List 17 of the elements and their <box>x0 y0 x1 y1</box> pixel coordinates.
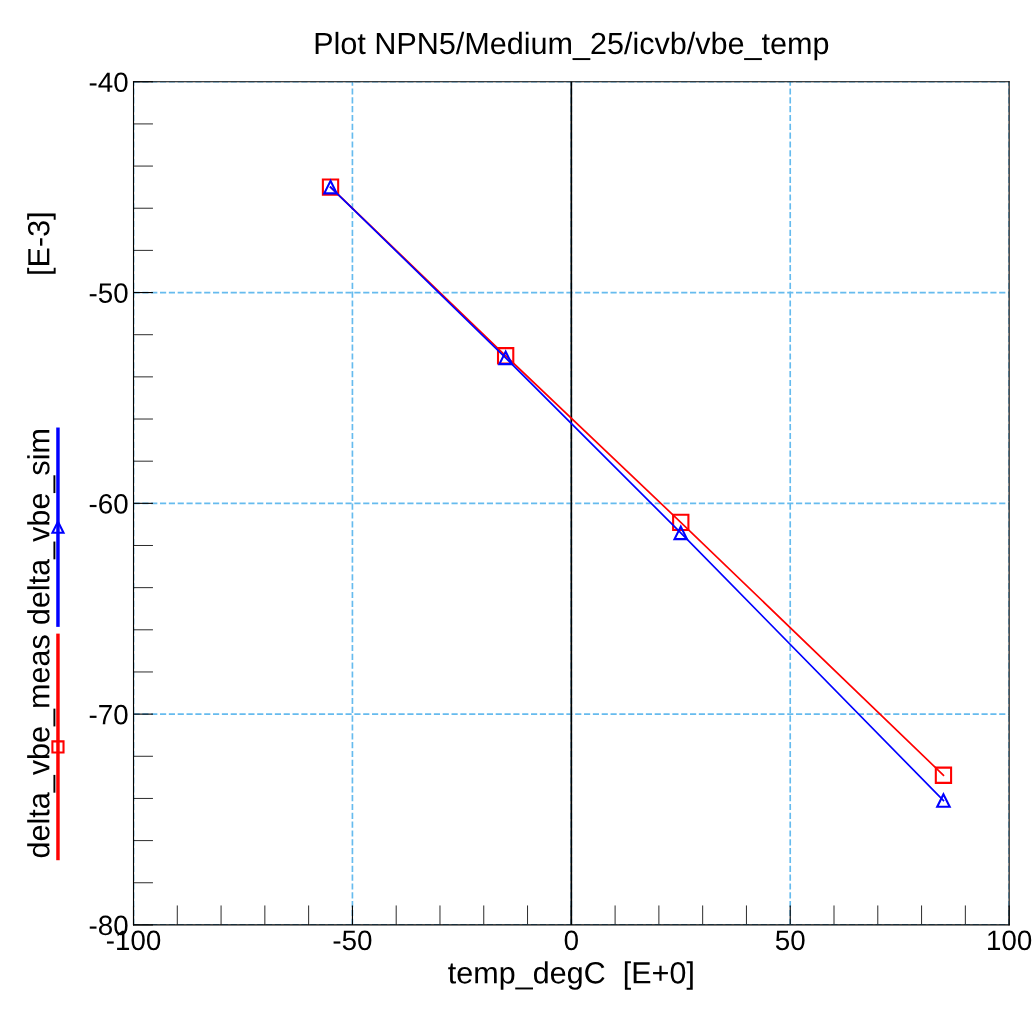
point <box>936 793 951 808</box>
y-tick-label: -40 <box>89 72 128 93</box>
y-tick-label: -60 <box>89 494 128 514</box>
x-axis-title: temp_degC [E+0] <box>448 961 693 990</box>
chart-title: Plot NPN5/Medium_25/icvb/vbe_temp <box>315 31 829 61</box>
y-tick-label: -50 <box>89 283 128 303</box>
point <box>934 766 953 784</box>
y-axis-title: [E-3] <box>27 213 56 274</box>
legend-label: delta_vbe_meas <box>27 635 56 858</box>
y-tick-label: -70 <box>89 704 128 725</box>
x-tick-label: -50 <box>333 930 372 951</box>
point <box>672 513 690 531</box>
legend-label: delta_vbe_sim <box>27 430 56 624</box>
x-tick-label: 0 <box>564 930 578 951</box>
point <box>673 525 689 541</box>
x-tick-label: 100 <box>988 930 1032 951</box>
x-tick-label: 50 <box>775 930 805 951</box>
